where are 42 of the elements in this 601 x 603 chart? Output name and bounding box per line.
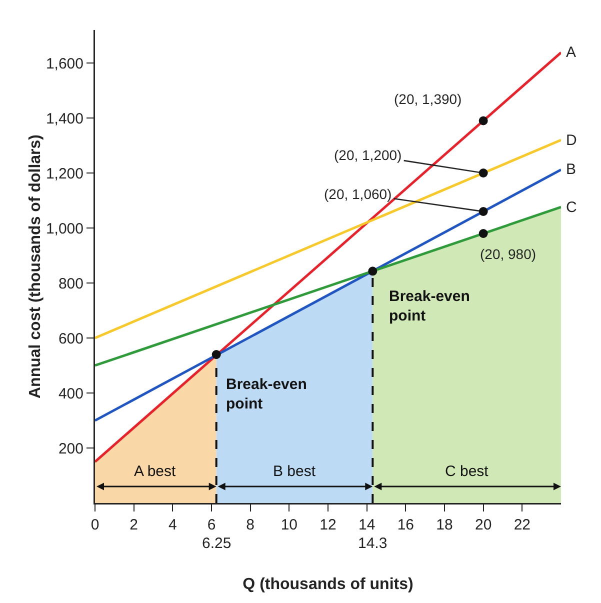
- x-tick-label: 20: [474, 516, 492, 534]
- y-tick-label: 1,600: [46, 55, 84, 72]
- x-tick-label: 0: [90, 516, 100, 534]
- point: [478, 229, 488, 238]
- ref-line-label: 14.3: [358, 535, 388, 552]
- annotation: (20, 980): [480, 246, 536, 262]
- x-tick-label: 6: [207, 516, 216, 534]
- annotation: Break-even point: [389, 288, 470, 324]
- x-tick-label: 10: [280, 516, 298, 534]
- annotation: B best: [273, 463, 316, 480]
- point: [478, 116, 488, 126]
- x-tick-label: 18: [436, 516, 453, 534]
- y-tick-label: 1,400: [46, 110, 84, 128]
- y-tick-label: 600: [58, 330, 84, 348]
- y-axis-title: Annual cost (thousands of dollars): [26, 134, 44, 399]
- annotation: (20, 1,390): [394, 91, 462, 107]
- annotation: C best: [445, 463, 490, 480]
- annotation: Break-even point: [226, 376, 307, 412]
- annotation: A best: [134, 463, 177, 480]
- y-tick-label: 400: [58, 385, 84, 402]
- x-tick-label: 2: [130, 516, 138, 534]
- x-tick-label: 16: [397, 516, 414, 534]
- series-label: C: [566, 199, 577, 216]
- y-tick-label: 1,000: [46, 220, 84, 238]
- x-tick-label: 22: [514, 516, 531, 534]
- point: [478, 207, 488, 216]
- point: [478, 168, 488, 178]
- y-tick-label: 200: [58, 440, 84, 458]
- y-tick-label: 800: [58, 275, 84, 292]
- x-tick-label: 14: [358, 516, 376, 534]
- series-label: D: [566, 132, 577, 149]
- ref-line-label: 6.25: [202, 535, 232, 552]
- series-label: B: [566, 161, 576, 178]
- annotation: (20, 1,200): [334, 147, 402, 163]
- point: [368, 266, 378, 276]
- series-label: A: [566, 44, 576, 61]
- x-tick-label: 12: [320, 516, 336, 534]
- y-tick-label: 1,200: [46, 165, 84, 182]
- x-tick-label: 8: [246, 516, 254, 534]
- x-axis-title: Q (thousands of units): [242, 576, 414, 593]
- x-tick-label: 4: [168, 516, 177, 534]
- annotation: (20, 1,060): [324, 186, 392, 202]
